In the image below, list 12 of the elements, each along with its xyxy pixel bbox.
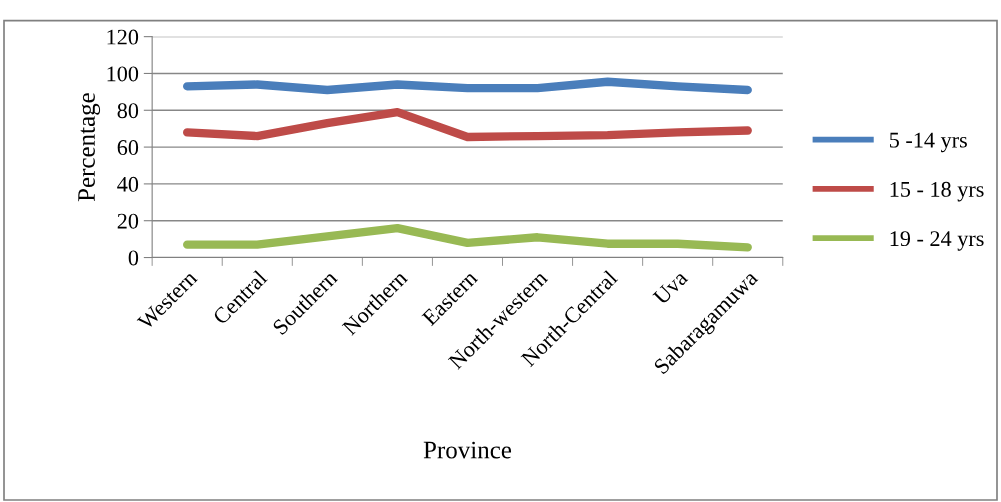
y-tick-label: 80: [117, 103, 139, 119]
legend-label: 19 - 24 yrs: [890, 231, 984, 251]
y-tick-label: 60: [117, 140, 139, 156]
legend-label: 15 - 18 yrs: [890, 181, 984, 202]
y-tick-label: 120: [107, 29, 139, 45]
x-axis-title: Province: [423, 441, 512, 459]
y-tick-label: 100: [107, 66, 139, 82]
legend-label: 5 -14 yrs: [890, 132, 967, 153]
y-tick-label: 40: [117, 176, 139, 192]
y-tick-label: 20: [117, 213, 139, 229]
y-axis-title: Percentage: [78, 93, 101, 202]
y-tick-label: 0: [128, 250, 139, 266]
